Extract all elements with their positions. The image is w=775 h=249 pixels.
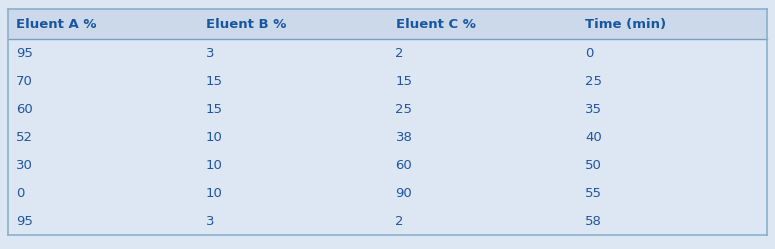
Text: 95: 95 — [16, 214, 33, 228]
Text: 25: 25 — [395, 103, 412, 116]
Text: 25: 25 — [585, 74, 602, 87]
Text: Eluent A %: Eluent A % — [16, 17, 97, 30]
Text: Eluent C %: Eluent C % — [395, 17, 475, 30]
Text: 10: 10 — [205, 130, 222, 143]
Text: Time (min): Time (min) — [585, 17, 666, 30]
Text: 15: 15 — [205, 74, 222, 87]
Text: 3: 3 — [205, 47, 214, 60]
Text: 2: 2 — [395, 214, 404, 228]
Text: 52: 52 — [16, 130, 33, 143]
Text: 15: 15 — [395, 74, 412, 87]
Text: 60: 60 — [16, 103, 33, 116]
Text: 2: 2 — [395, 47, 404, 60]
Text: 0: 0 — [16, 187, 24, 199]
Text: 60: 60 — [395, 159, 412, 172]
Text: 38: 38 — [395, 130, 412, 143]
Text: 50: 50 — [585, 159, 602, 172]
Text: 90: 90 — [395, 187, 412, 199]
Text: 30: 30 — [16, 159, 33, 172]
Text: 0: 0 — [585, 47, 594, 60]
Text: 95: 95 — [16, 47, 33, 60]
Text: 10: 10 — [205, 187, 222, 199]
Text: 55: 55 — [585, 187, 602, 199]
Text: Eluent B %: Eluent B % — [205, 17, 286, 30]
Text: 35: 35 — [585, 103, 602, 116]
Text: 10: 10 — [205, 159, 222, 172]
Text: 70: 70 — [16, 74, 33, 87]
Text: 3: 3 — [205, 214, 214, 228]
Text: 15: 15 — [205, 103, 222, 116]
Bar — [8, 9, 767, 39]
Text: 40: 40 — [585, 130, 602, 143]
Text: 58: 58 — [585, 214, 602, 228]
